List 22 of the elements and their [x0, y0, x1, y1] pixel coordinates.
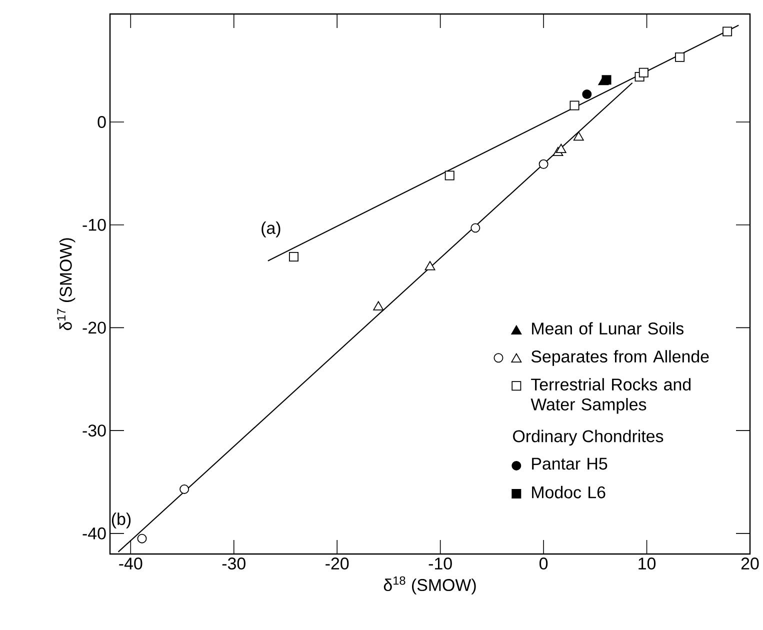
annotation: (b) [112, 512, 131, 528]
y-axis-title: δ$^{17}$ (SMOW) [57, 238, 76, 330]
legend-label: Mean of Lunar Soils [532, 322, 684, 335]
legend-label: Separates from Allende [531, 350, 709, 366]
y-tick-label: -10 [82, 218, 106, 231]
x-axis-title: δ$^{18}$ (SMOW) [384, 576, 476, 594]
annotation: (a) [262, 222, 280, 238]
y-tick-label: -20 [82, 322, 106, 334]
legend-label: Modoc L6 [532, 486, 606, 498]
y-tick-label: 0 [98, 116, 106, 128]
x-tick-label: -20 [326, 558, 349, 570]
legend-label: Terrestrial Rocks and Water Samples [530, 378, 691, 414]
x-tick-label: 20 [741, 558, 759, 570]
x-tick-label: 10 [638, 558, 656, 570]
x-tick-label: -40 [119, 558, 142, 570]
y-tick-label: -40 [82, 527, 106, 540]
x-tick-label: -10 [428, 558, 452, 570]
x-tick-label: 0 [539, 558, 548, 570]
annotation: Ordinary Chondrites [513, 430, 664, 446]
x-tick-label: -30 [222, 558, 246, 570]
legend-label: Pantar H5 [532, 458, 608, 470]
y-tick-label: -30 [82, 424, 106, 437]
